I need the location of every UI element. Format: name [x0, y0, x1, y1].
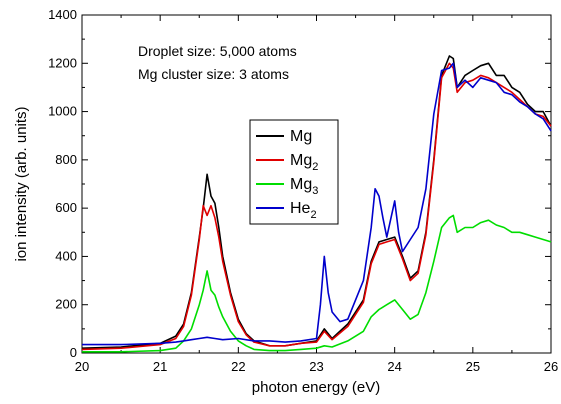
x-axis-label: photon energy (eV) — [252, 379, 380, 396]
axis-ticks: 20 21 22 23 24 25 26 0 200 400 600 800 1000 1200 1400 — [48, 7, 558, 374]
y-tick-label: 600 — [55, 200, 77, 215]
legend-label-he2: He2 — [290, 200, 317, 221]
series-layer — [81, 55, 552, 353]
x-tick-label: 22 — [231, 359, 245, 374]
y-tick-label: 0 — [70, 345, 77, 360]
y-axis-label: ion intensity (arb. units) — [13, 106, 30, 261]
annotation-cluster-size: Mg cluster size: 3 atoms — [138, 66, 289, 82]
x-tick-label: 24 — [387, 359, 401, 374]
y-tick-label: 200 — [55, 297, 77, 312]
x-tick-label: 23 — [309, 359, 323, 374]
y-tick-label: 1000 — [48, 104, 77, 119]
x-tick-label: 25 — [466, 359, 480, 374]
x-tick-label: 26 — [544, 359, 558, 374]
legend: Mg Mg2 Mg3 He2 — [249, 119, 339, 225]
y-tick-label: 1400 — [48, 7, 77, 22]
legend-label-mg2: Mg2 — [290, 152, 318, 173]
y-tick-label: 1200 — [48, 55, 77, 70]
series-line-mg2 — [81, 62, 552, 351]
x-tick-label: 20 — [75, 359, 89, 374]
y-tick-label: 800 — [55, 152, 77, 167]
series-line-mg3 — [82, 214, 552, 353]
legend-label-mg: Mg — [290, 128, 312, 145]
legend-label-mg3: Mg3 — [290, 176, 318, 197]
annotation-droplet-size: Droplet size: 5,000 atoms — [138, 43, 297, 59]
x-tick-label: 21 — [153, 359, 167, 374]
y-tick-label: 400 — [55, 248, 77, 263]
series-line-he2 — [82, 62, 552, 346]
legend-box — [249, 119, 339, 225]
